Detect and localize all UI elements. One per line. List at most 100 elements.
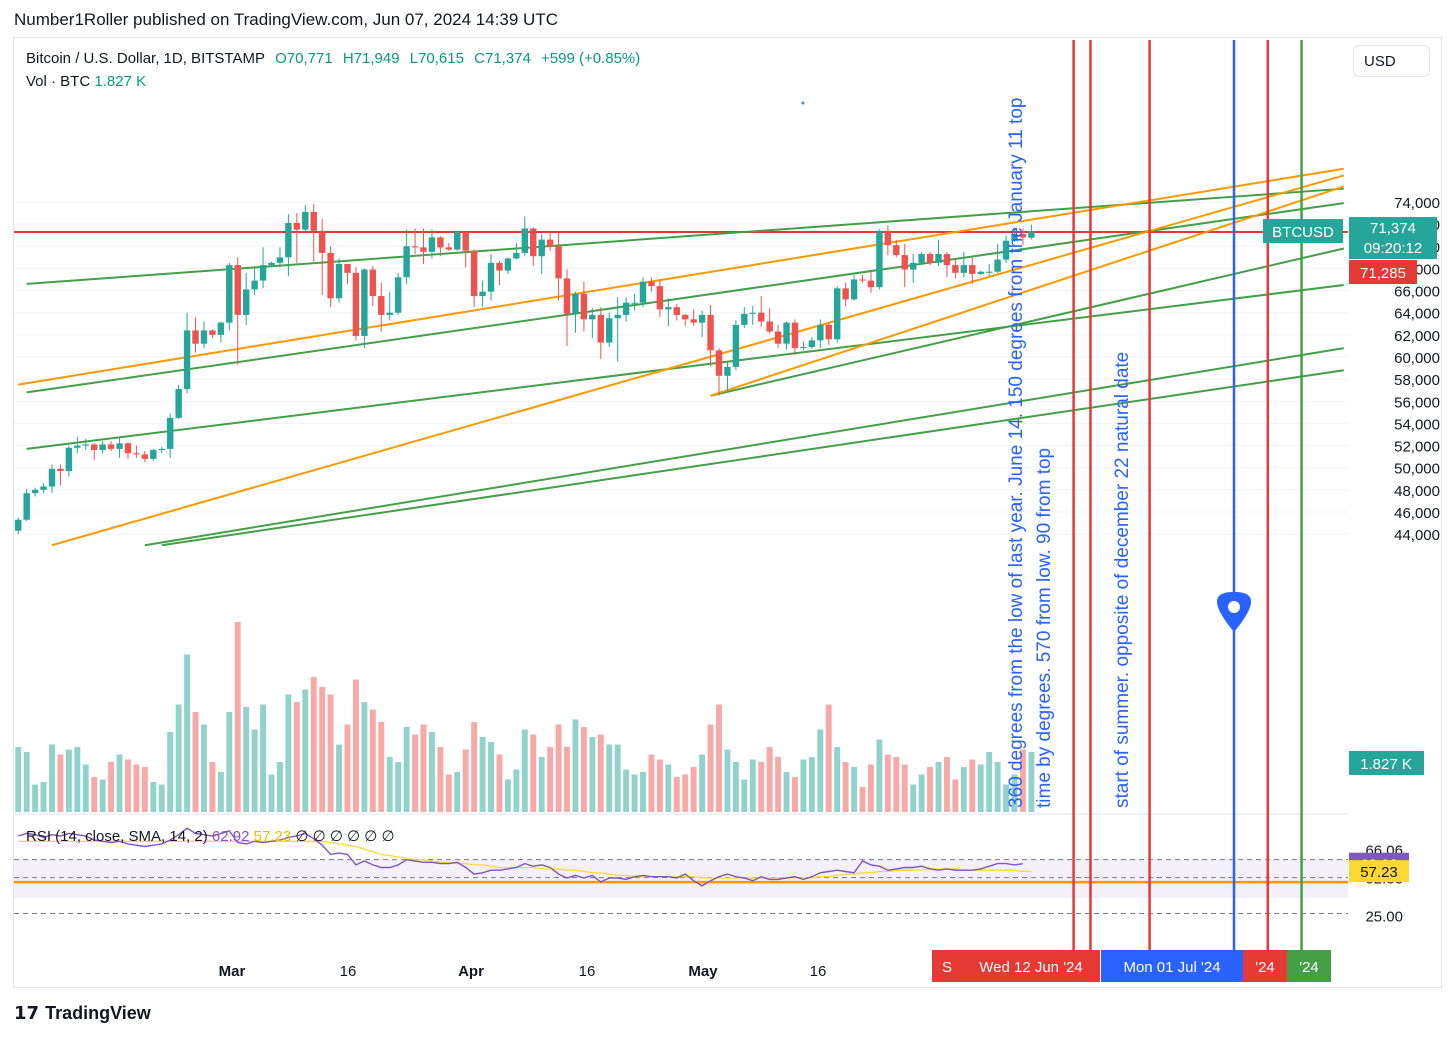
currency-button[interactable]: USD [1353,45,1430,77]
volume-bar [184,654,191,812]
volume-bar [901,764,908,812]
volume-bar [471,722,478,812]
volume-bar [158,784,165,812]
candle-body [318,230,326,253]
rsi-sma-badge: 57.23 [1360,864,1398,881]
candle-body [893,245,900,256]
candle-body [183,330,191,390]
volume-bar [243,707,250,812]
candle-body [268,262,275,266]
candle-body [876,230,883,288]
trendlines [18,167,1345,547]
volume-legend: Vol · BTC 1.827 K [26,73,146,90]
volume-bar [49,744,55,812]
volume-bar [808,757,815,812]
candle-body [82,444,89,446]
volume-bar [310,677,317,812]
green-trendline [710,247,1345,397]
rsi-extra: ∅ ∅ ∅ ∅ ∅ ∅ [295,828,395,845]
candle-body [150,449,157,459]
candle-body [597,314,604,343]
volume-bar [749,759,756,812]
volume-bar [403,727,410,812]
candle-body [1002,240,1010,260]
candle-body [116,443,123,449]
volume-bar [454,772,461,812]
green-trendline [26,187,1344,285]
candle-body [774,331,782,344]
candle-body [909,262,917,270]
candle-body [310,211,317,231]
orange-trendline [710,185,1345,397]
volume-bar [285,694,292,812]
candle-body [901,255,908,270]
candle-body [293,223,301,230]
candle-body [842,288,849,300]
volume-bar [445,774,452,812]
candle-body [1011,234,1018,241]
candle-body [960,265,968,273]
volume-bar [479,737,486,812]
rsi-legend: RSI (14, close, SMA, 14, 2) 62.92 57.23 … [26,827,395,845]
volume-bar [547,747,554,812]
price-tick-label: 46,000 [1394,505,1440,522]
volume-bar [1019,749,1026,812]
volume-bar [513,769,520,812]
candle-body [344,263,351,273]
candle-body [352,272,360,336]
brand-label: TradingView [45,1003,151,1023]
volume-bars [15,622,1035,812]
volume-bar [150,782,157,812]
tradingview-brand[interactable]: 𝟭𝟳 TradingView [14,1003,151,1024]
volume-bar [352,679,359,812]
candle-body [200,330,208,344]
symbol-name: Bitcoin / U.S. Dollar, 1D, BITSTAMP [26,50,265,67]
price-tick-label: 74,000 [1394,195,1440,212]
volume-bar [986,752,993,812]
volume-bar [758,762,765,812]
candle-body [572,293,579,314]
candle-body [378,296,385,315]
volume-bar [521,729,528,812]
volume-bar [412,734,418,812]
time-tick-label: May [688,963,718,980]
rsi-label: RSI (14, close, SMA, 14, 2) [26,828,208,845]
date-axis-label: S [942,959,952,976]
volume-bar [868,764,874,812]
volume-bar [65,749,72,812]
volume-bar [648,754,655,812]
candle-body [226,265,233,323]
volume-bar [201,724,207,812]
price-tick-label: 52,000 [1394,439,1440,456]
volume-bar [108,762,115,812]
price-tick-label: 60,000 [1394,350,1440,367]
volume-bar [217,772,224,812]
volume-bar [716,704,722,812]
volume-bar [859,787,866,812]
volume-bar [251,729,258,812]
volume-bar [851,767,858,812]
candle-body [707,314,714,351]
volume-bar [614,744,621,812]
candle-body [369,269,377,297]
ohlc-open: O70,771 [275,50,333,67]
volume-bar [496,754,503,812]
volume-bar [842,762,849,812]
rsi-band [14,859,1348,899]
candle-body [825,324,832,340]
candle-body [462,231,469,251]
volume-bar [386,757,393,812]
candle-body [251,280,258,290]
time-tick-label: 16 [340,963,357,980]
volume-bar [1003,784,1010,812]
date-label-bg [1287,950,1331,982]
candle-body [808,340,816,348]
volume-bar [580,727,587,812]
candle-body [622,302,630,315]
candle-body [487,262,495,292]
symbol-legend: Bitcoin / U.S. Dollar, 1D, BITSTAMP O70,… [26,50,646,67]
candle-body [15,519,22,531]
rsi-line [17,827,1023,887]
volume-bar [707,724,714,812]
